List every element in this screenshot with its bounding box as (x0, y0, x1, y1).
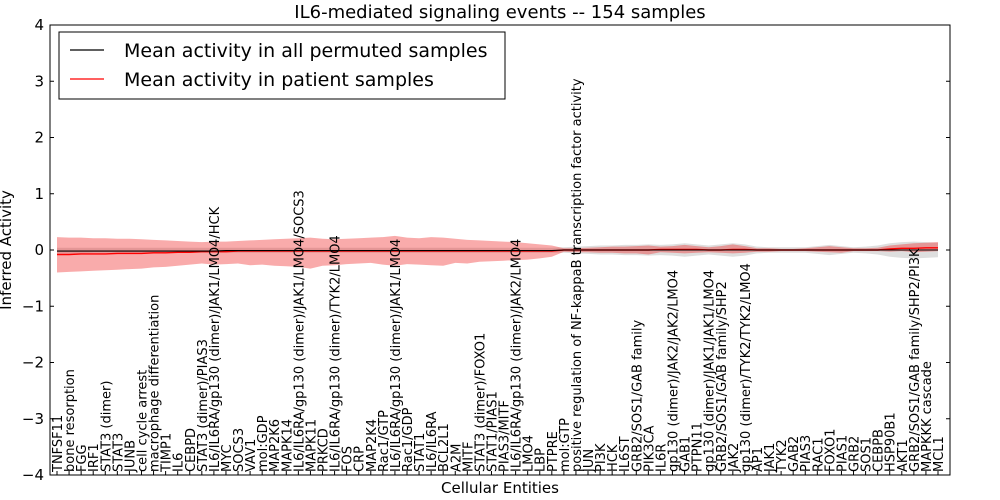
x-category-label: IL6 (172, 453, 187, 472)
x-category-label: GAB2 (787, 436, 802, 472)
x-category-label: cell cycle arrest (136, 370, 151, 472)
x-category-label: mol:GDP (256, 415, 271, 472)
x-category-label: IL6R (654, 444, 669, 472)
y-tick-label: 2 (34, 129, 44, 147)
y-tick-label: −3 (22, 410, 44, 428)
x-category-label: FOXO1 (823, 429, 838, 472)
x-category-label: IL6/IL6RA/gp130 (dimer)/JAK1/LMO4/HCK (208, 206, 223, 472)
x-category-label: MAPK11 (304, 419, 319, 472)
y-tick-label: 3 (34, 72, 44, 90)
x-category-label: GRB2/SOS1/GAB family/SHP2/PI3K (908, 248, 923, 472)
legend-label-patient: Mean activity in patient samples (124, 69, 434, 91)
x-category-label: mol:GTP (558, 418, 573, 472)
x-category-label: TYK2 (775, 439, 790, 473)
x-category-label: TIMP1 (160, 433, 175, 473)
y-tick-label: −1 (22, 297, 44, 315)
x-category-label: PRKCD (317, 428, 332, 472)
x-category-label: MAP2K4 (365, 419, 380, 472)
x-category-label: positive regulation of NF-kappaB transcr… (570, 78, 585, 472)
x-category-label: A2M (449, 444, 464, 472)
x-category-label: JUN (582, 449, 597, 473)
legend-label-permuted: Mean activity in all permuted samples (124, 40, 487, 62)
y-axis-ticks: −4 −3 −2 −1 0 1 2 3 4 (22, 16, 950, 484)
x-category-label: IL6/IL6RA/gp130 (dimer)/TYK2/LMO4 (329, 235, 344, 472)
x-category-label: CEBPD (184, 428, 199, 472)
x-category-label: AKT1 (896, 439, 911, 472)
chart-title: IL6-mediated signaling events -- 154 sam… (294, 2, 705, 23)
x-category-label: IL6ST (618, 436, 633, 472)
x-category-label: MYC (220, 444, 235, 472)
x-category-label: VAV1 (244, 439, 259, 472)
x-category-label: IL6/IL6RA (425, 411, 440, 472)
x-category-label: STAT3 (dimer) (99, 381, 114, 472)
x-category-label: HCK (606, 444, 621, 472)
permuted-mean-line (57, 249, 938, 252)
x-category-label: GRB2/SOS1/GAB family (630, 319, 645, 472)
x-category-label: LMO4 (522, 435, 537, 472)
x-category-label: PTPN11 (691, 422, 706, 472)
x-category-label: PIAS3 (799, 435, 814, 472)
x-category-label: MITF (461, 442, 476, 472)
x-category-label: RAC1 (811, 437, 826, 472)
x-category-label: STAT1 (413, 433, 428, 472)
x-category-label: HSP90B1 (884, 412, 899, 472)
x-category-label: IL6/IL6RA/gp130 (dimer)/JAK1/LMO4 (389, 239, 404, 472)
x-category-label: PI3K (594, 443, 609, 472)
x-category-label: MAPK14 (280, 419, 295, 472)
x-category-label: Rac1/GDP (401, 407, 416, 472)
x-category-label: JAK1 (763, 443, 778, 473)
x-category-label: JAK2 (727, 443, 742, 473)
y-tick-label: 4 (34, 16, 44, 34)
x-category-label: GRB2/SOS1/GAB family/SHP2 (715, 281, 730, 472)
x-category-label: SOCS3 (232, 428, 247, 472)
x-category-label: Rac1/GTP (377, 410, 392, 472)
x-category-label: STAT3 (dimer)/PIAS3 (196, 339, 211, 472)
x-category-label: IL6/IL6RA/gp130 (dimer)/JAK1/LMO4/SOCS3 (292, 190, 307, 472)
x-category-label: IL6/IL6RA/gp130 (dimer)/JAK2/LMO4 (510, 239, 525, 472)
x-category-label: STAT3 (111, 433, 126, 472)
x-category-label: MAPKKK cascade (920, 361, 935, 472)
patient-band (57, 235, 938, 273)
x-category-label: BCL2L1 (437, 423, 452, 472)
x-category-label: PTPRE (546, 431, 561, 472)
bands-layer (57, 235, 938, 273)
x-category-label: JUNB (123, 440, 138, 473)
y-tick-label: −2 (22, 354, 44, 372)
x-category-label: CEBPB (872, 429, 887, 472)
x-category-label: CRP (353, 446, 368, 472)
x-category-label: PIAS1 (836, 435, 851, 472)
x-category-label: PIK3CA (642, 425, 657, 472)
x-category-label: macrophage differentiation (148, 295, 163, 472)
x-category-label: FOS (341, 446, 356, 472)
x-category-label: MAP2K6 (268, 419, 283, 472)
x-category-label: TNFSF11 (51, 415, 66, 473)
x-category-label: gp130 (dimer)/JAK2/JAK2/LMO4 (667, 270, 682, 472)
x-category-label: STAT3 (dimer)/FOXO1 (473, 333, 488, 472)
x-category-label: IRF1 (87, 443, 102, 472)
x-category-label: gp130 (dimer)/JAK1/JAK1/LMO4 (703, 270, 718, 472)
x-category-label: STAT1/PIAS1 (486, 391, 501, 472)
y-tick-label: 0 (34, 241, 44, 259)
x-category-label: AP1 (751, 447, 766, 472)
x-category-label: GRB2 (848, 436, 863, 472)
x-category-label: LBP (534, 448, 549, 472)
y-tick-label: 1 (34, 185, 44, 203)
x-category-label: PIAS3/MITF (498, 400, 513, 472)
x-axis-label: Cellular Entities (441, 479, 559, 497)
lines-layer (57, 247, 938, 256)
y-tick-label: −4 (22, 466, 44, 484)
x-category-label: bone resorption (63, 369, 78, 472)
y-axis-label: Inferred Activity (0, 190, 15, 310)
legend-box (58, 31, 506, 100)
legend: Mean activity in all permuted samples Me… (58, 31, 506, 100)
x-category-label: gp130 (dimer)/TYK2/TYK2/LMO4 (739, 263, 754, 472)
x-category-label: MCL1 (932, 436, 947, 472)
x-category-label: FGG (75, 444, 90, 472)
x-category-label: GAB1 (679, 436, 694, 472)
permuted-band (57, 241, 938, 259)
x-category-label: SOS1 (860, 437, 875, 472)
